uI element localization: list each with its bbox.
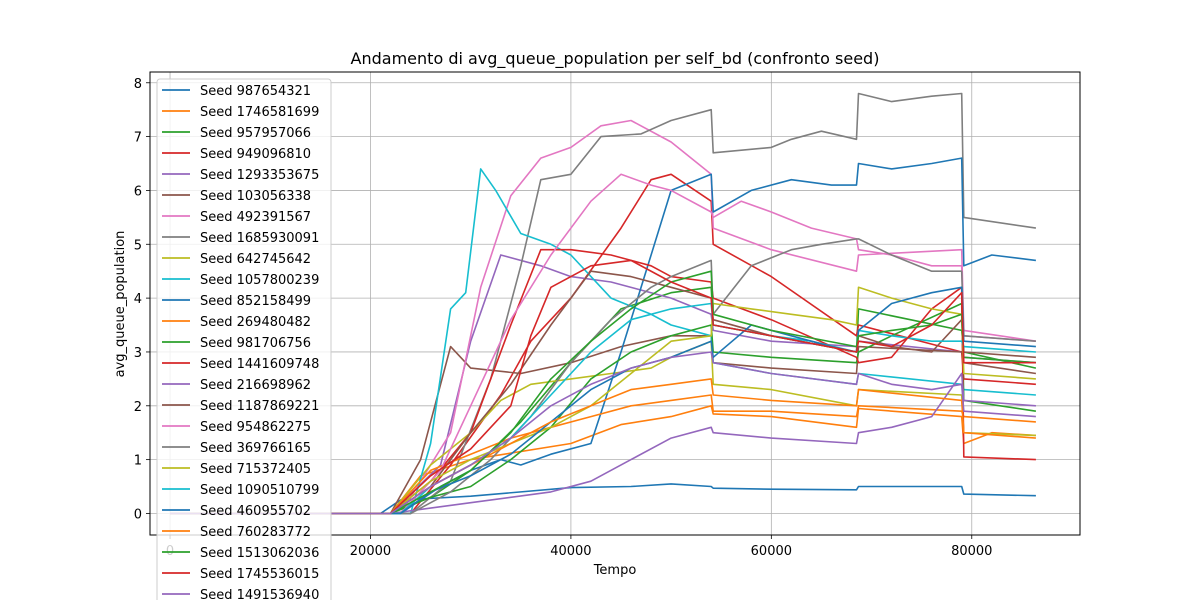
legend-entry: Seed 1513062036 xyxy=(200,546,319,561)
series-line-21 xyxy=(170,286,1036,515)
x-tick-label: 60000 xyxy=(751,544,792,559)
series-line-1 xyxy=(170,483,1036,515)
legend-entry: Seed 1685930091 xyxy=(200,231,319,246)
legend-box xyxy=(156,78,332,605)
legend-entry: Seed 760283772 xyxy=(200,525,311,540)
series-line-17 xyxy=(170,173,1036,515)
legend-entry: Seed 852158499 xyxy=(200,294,311,309)
legend-entry: Seed 954862275 xyxy=(200,420,311,435)
x-tick-label: 20000 xyxy=(350,544,391,559)
x-axis-label: Tempo xyxy=(593,563,637,578)
y-tick-label: 3 xyxy=(134,346,142,361)
legend-entry: Seed 981706756 xyxy=(200,336,311,351)
legend-entry: Seed 715372405 xyxy=(200,462,311,477)
y-tick-label: 8 xyxy=(134,77,142,92)
x-tick-label: 80000 xyxy=(951,544,992,559)
y-tick-label: 6 xyxy=(134,184,142,199)
legend-entry: Seed 1187869221 xyxy=(200,399,319,414)
series-line-15 xyxy=(170,372,1036,515)
legend-entry: Seed 1491536940 xyxy=(200,588,319,600)
series-line-9 xyxy=(170,340,1036,515)
y-tick-label: 5 xyxy=(134,238,142,253)
plot-frame xyxy=(149,71,1081,536)
series-line-12 xyxy=(170,394,1036,515)
series-line-8 xyxy=(170,92,1037,515)
legend-entry: Seed 1090510799 xyxy=(200,483,319,498)
legend-entry: Seed 460955702 xyxy=(200,504,311,519)
y-tick-label: 7 xyxy=(134,131,142,146)
series-line-14 xyxy=(170,248,1036,515)
legend-entry: Seed 1745536015 xyxy=(200,567,319,582)
legend: Seed 987654321 Seed 1746581699 Seed 957957… xyxy=(156,78,332,605)
legend-entry: Seed 369766165 xyxy=(200,441,311,456)
y-tick-label: 4 xyxy=(134,292,142,307)
legend-entry: Seed 492391567 xyxy=(200,210,311,225)
y-axis-label: avg_queue_population xyxy=(113,231,128,378)
legend-entry: Seed 1441609748 xyxy=(200,357,319,372)
legend-entry: Seed 216698962 xyxy=(200,378,311,393)
chart-title: Andamento di avg_queue_population per se… xyxy=(351,49,880,69)
legend-entry: Seed 642745642 xyxy=(200,252,311,267)
series-line-25 xyxy=(170,351,1036,515)
legend-entry: Seed 957957066 xyxy=(200,126,311,141)
series-line-7 xyxy=(170,119,1037,515)
legend-entry: Seed 949096810 xyxy=(200,147,311,162)
legend-entry: Seed 1057800239 xyxy=(200,273,319,288)
y-tick-label: 2 xyxy=(134,400,142,415)
legend-entry: Seed 1746581699 xyxy=(200,105,319,120)
legend-entry: Seed 1293353675 xyxy=(200,168,319,183)
series-line-13 xyxy=(170,302,1037,515)
legend-entry: Seed 987654321 xyxy=(200,84,311,99)
series-line-24 xyxy=(170,259,1036,515)
y-tick-label: 0 xyxy=(134,507,142,522)
x-tick-label: 40000 xyxy=(550,544,591,559)
legend-entry: Seed 269480482 xyxy=(200,315,311,330)
legend-entry: Seed 103056338 xyxy=(200,189,311,204)
series-group xyxy=(170,92,1037,515)
y-tick-label: 1 xyxy=(134,454,142,469)
